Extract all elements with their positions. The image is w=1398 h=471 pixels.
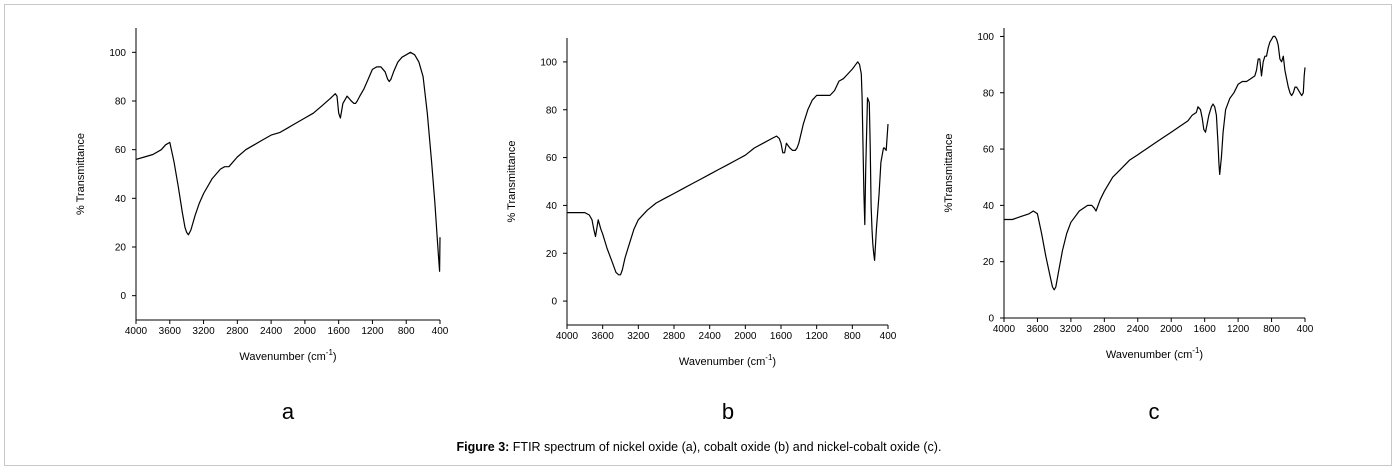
panel-label: c bbox=[1149, 399, 1160, 424]
x-tick-label: 3200 bbox=[1060, 324, 1083, 335]
y-tick-label: 20 bbox=[983, 257, 995, 268]
caption-text: FTIR spectrum of nickel oxide (a), cobal… bbox=[509, 440, 942, 454]
y-tick-label: 60 bbox=[546, 153, 558, 164]
x-tick-label: 3600 bbox=[159, 326, 182, 337]
x-tick-label: 2800 bbox=[1093, 324, 1116, 335]
y-tick-label: 40 bbox=[546, 201, 558, 212]
x-axis-label: Wavenumber (cm-1) bbox=[1106, 346, 1203, 361]
x-tick-label: 1200 bbox=[1227, 324, 1250, 335]
x-tick-label: 1200 bbox=[806, 331, 829, 342]
x-tick-label: 2400 bbox=[1127, 324, 1150, 335]
chart-panel-b: 4000 3600 3200 2800 2400 2000 1600 1200 800 40002… bbox=[506, 38, 897, 424]
x-tick-label: 4000 bbox=[125, 326, 148, 337]
y-tick-label: 20 bbox=[546, 249, 558, 260]
spectrum-line bbox=[567, 61, 889, 276]
x-tick-label: 3600 bbox=[1026, 324, 1049, 335]
x-tick-label: 3200 bbox=[192, 326, 215, 337]
x-axis-label-tail: ) bbox=[333, 351, 337, 363]
y-tick-label: 40 bbox=[983, 201, 995, 212]
x-tick-label: 400 bbox=[1297, 324, 1314, 335]
x-axis-label: Wavenumber (cm-1) bbox=[679, 353, 776, 368]
y-axis-label: %Transmittance bbox=[943, 133, 955, 212]
x-tick-label: 1600 bbox=[328, 326, 351, 337]
charts-canvas: 4000 3600 3200 2800 2400 2000 1600 1200 800 40002… bbox=[75, 28, 1314, 424]
y-tick-label: 80 bbox=[115, 97, 127, 108]
y-tick-label: 60 bbox=[115, 145, 127, 156]
x-tick-label: 2800 bbox=[226, 326, 249, 337]
y-tick-label: 0 bbox=[988, 314, 994, 325]
figure-caption: Figure 3: FTIR spectrum of nickel oxide … bbox=[0, 440, 1398, 454]
panel-label: b bbox=[722, 399, 734, 424]
x-tick-label: 2000 bbox=[294, 326, 317, 337]
x-tick-label: 4000 bbox=[556, 331, 579, 342]
y-tick-label: 0 bbox=[551, 297, 557, 308]
x-tick-label: 2400 bbox=[260, 326, 283, 337]
x-axis-label-tail: ) bbox=[1199, 349, 1203, 361]
x-tick-label: 1600 bbox=[770, 331, 793, 342]
y-tick-label: 100 bbox=[109, 48, 126, 59]
figure-frame bbox=[4, 4, 1392, 466]
chart-panel-a: 4000 3600 3200 2800 2400 2000 1600 1200 800 40002… bbox=[75, 28, 449, 424]
chart-panel-c: 4000 3600 3200 2800 2400 2000 1600 1200 800 40002… bbox=[943, 28, 1314, 424]
y-tick-label: 60 bbox=[983, 145, 995, 156]
x-axis-label-superscript: -1 bbox=[326, 348, 334, 357]
x-tick-label: 1600 bbox=[1194, 324, 1217, 335]
x-axis-label: Wavenumber (cm-1) bbox=[239, 348, 336, 363]
x-tick-label: 400 bbox=[432, 326, 449, 337]
y-tick-label: 80 bbox=[546, 105, 558, 116]
x-tick-label: 2000 bbox=[1160, 324, 1183, 335]
y-tick-label: 100 bbox=[977, 32, 994, 43]
caption-label: Figure 3: bbox=[456, 440, 510, 454]
x-tick-label: 2400 bbox=[699, 331, 722, 342]
x-tick-label: 3200 bbox=[627, 331, 650, 342]
y-tick-label: 0 bbox=[120, 291, 126, 302]
x-tick-label: 800 bbox=[844, 331, 861, 342]
x-tick-label: 4000 bbox=[993, 324, 1016, 335]
x-axis-label-superscript: -1 bbox=[765, 353, 773, 362]
x-tick-label: 800 bbox=[398, 326, 415, 337]
x-axis-label-tail: ) bbox=[772, 356, 776, 368]
spectrum-line bbox=[1004, 35, 1306, 291]
y-tick-label: 40 bbox=[115, 194, 127, 205]
x-tick-label: 400 bbox=[880, 331, 897, 342]
y-tick-label: 80 bbox=[983, 88, 995, 99]
panel-label: a bbox=[282, 399, 295, 424]
x-tick-label: 800 bbox=[1263, 324, 1280, 335]
x-axis-label-superscript: -1 bbox=[1192, 346, 1200, 355]
spectrum-line bbox=[135, 51, 441, 272]
y-axis-label: % Transmittance bbox=[506, 141, 518, 223]
x-tick-label: 3600 bbox=[592, 331, 615, 342]
x-tick-label: 2000 bbox=[734, 331, 757, 342]
y-tick-label: 20 bbox=[115, 243, 127, 254]
x-tick-label: 2800 bbox=[663, 331, 686, 342]
y-tick-label: 100 bbox=[540, 57, 557, 68]
y-axis-label: % Transmittance bbox=[75, 133, 87, 215]
x-tick-label: 1200 bbox=[361, 326, 384, 337]
